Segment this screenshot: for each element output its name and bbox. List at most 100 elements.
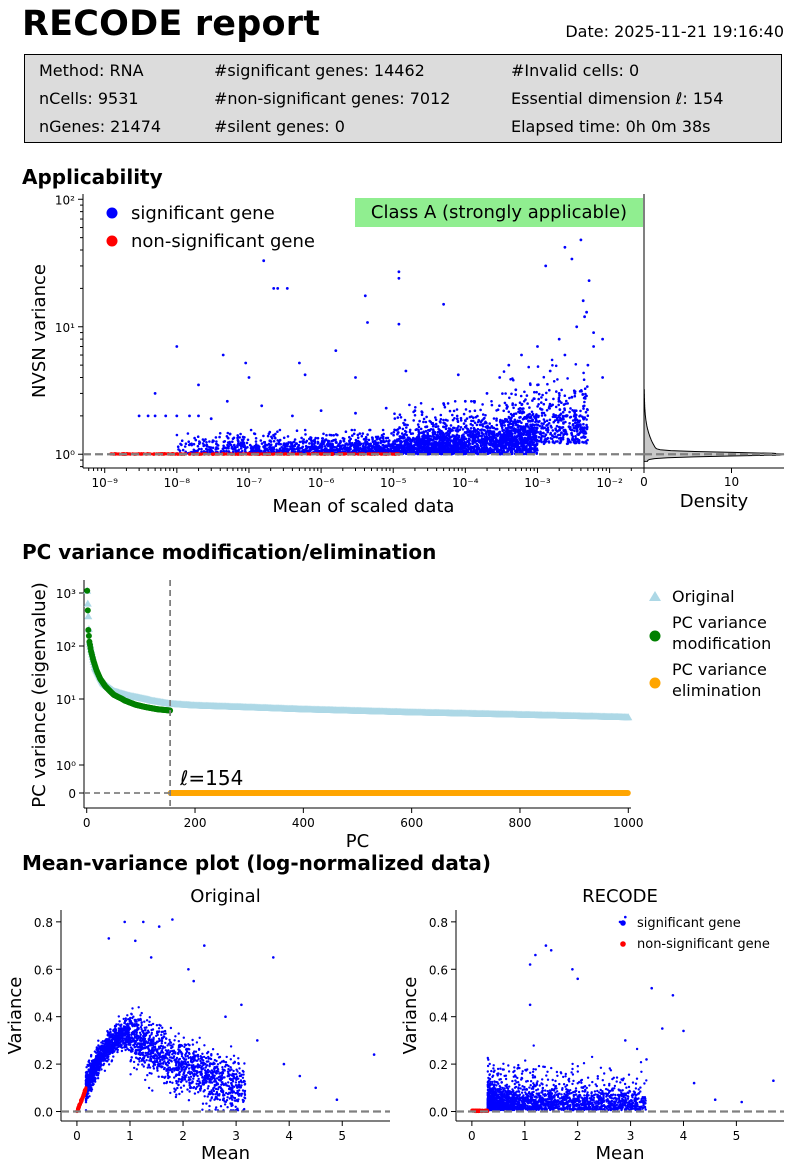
significant-gene-point — [481, 403, 484, 406]
significant-gene-point — [546, 382, 549, 386]
significant-gene-point — [492, 426, 496, 430]
significant-gene-point — [366, 321, 369, 324]
significant-gene-point — [361, 445, 365, 448]
significant-gene-point — [587, 279, 591, 282]
significant-gene-point — [582, 407, 585, 410]
significant-gene-point — [211, 440, 214, 444]
pc-modification-point — [85, 627, 92, 633]
significant-gene-point — [542, 422, 545, 426]
significant-gene-point — [399, 416, 403, 419]
significant-gene-point — [465, 444, 469, 448]
significant-gene-point — [522, 446, 525, 450]
significant-gene-point — [434, 422, 438, 426]
significant-gene-point — [520, 442, 524, 445]
significant-gene-point — [296, 447, 300, 451]
significant-gene-point — [540, 414, 544, 417]
significant-gene-point — [196, 444, 200, 448]
summary-silent-genes: #silent genes: 0 — [214, 117, 345, 136]
significant-gene-point — [568, 410, 571, 414]
significant-gene-point — [200, 450, 203, 454]
significant-gene-point — [572, 426, 576, 430]
significant-gene-point — [447, 449, 450, 453]
significant-gene-point — [425, 415, 428, 419]
significant-gene-point — [393, 417, 397, 420]
significant-gene-point — [505, 437, 508, 441]
significant-gene-point — [391, 449, 395, 453]
significant-gene-point — [485, 446, 489, 450]
significant-gene-point — [296, 449, 300, 453]
significant-gene-point — [412, 447, 416, 451]
significant-gene-point — [519, 394, 523, 398]
significant-gene-point — [326, 439, 330, 443]
significant-gene-point — [205, 444, 209, 448]
significant-gene-point — [583, 400, 586, 404]
significant-gene-point — [523, 415, 526, 419]
significant-gene-point — [473, 421, 477, 425]
significant-gene-point — [490, 403, 494, 407]
pc-y-tick-label: 10³ — [56, 587, 76, 601]
significant-gene-point — [468, 410, 472, 413]
significant-gene-point — [310, 441, 314, 445]
significant-gene-point — [218, 435, 221, 439]
summary-invalid-cells: #Invalid cells: 0 — [511, 61, 640, 80]
significant-gene-point — [514, 393, 517, 396]
significant-gene-point — [274, 436, 277, 440]
significant-gene-point — [383, 440, 386, 444]
significant-gene-point — [585, 425, 589, 429]
class-badge-label: Class A (strongly applicable) — [371, 202, 627, 223]
applicability-x-tick-label: 10⁻⁴ — [452, 476, 479, 490]
significant-gene-point — [275, 448, 278, 452]
significant-gene-point — [370, 436, 374, 439]
report-date: Date: 2025-11-21 19:16:40 — [565, 22, 784, 41]
significant-gene-point — [366, 442, 369, 446]
significant-gene-point — [562, 433, 565, 437]
significant-gene-point — [252, 446, 256, 450]
significant-gene-point — [479, 408, 482, 412]
significant-gene-point — [510, 434, 513, 438]
significant-gene-point — [197, 383, 200, 387]
significant-gene-point — [443, 449, 447, 453]
significant-gene-point — [578, 419, 582, 423]
significant-gene-point — [387, 442, 390, 445]
significant-gene-point — [529, 429, 532, 432]
significant-gene-point — [521, 411, 524, 415]
significant-gene-point — [485, 421, 488, 425]
significant-gene-point — [262, 434, 265, 438]
significant-gene-point — [472, 419, 475, 423]
significant-gene-point — [502, 446, 505, 449]
significant-gene-point — [210, 450, 214, 453]
significant-gene-point — [586, 438, 589, 442]
significant-gene-point — [514, 403, 517, 407]
significant-gene-point — [431, 446, 434, 450]
significant-gene-point — [523, 390, 526, 394]
section-applicability: Applicability — [22, 165, 163, 189]
significant-gene-point — [575, 418, 579, 422]
significant-gene-point — [436, 433, 439, 437]
significant-gene-point — [305, 449, 309, 453]
significant-gene-point — [448, 409, 452, 413]
significant-gene-point — [313, 445, 317, 448]
significant-gene-point — [567, 425, 571, 428]
significant-gene-point — [536, 426, 539, 430]
significant-gene-point — [512, 406, 515, 410]
applicability-x-tick-label: 10⁻⁶ — [308, 476, 335, 490]
significant-gene-point — [444, 443, 448, 446]
significant-gene-point — [484, 414, 487, 417]
significant-gene-point — [434, 446, 438, 450]
significant-gene-point — [398, 413, 402, 417]
significant-gene-point — [531, 436, 534, 439]
significant-gene-point — [239, 441, 243, 444]
significant-gene-point — [465, 449, 469, 453]
significant-gene-point — [458, 450, 461, 454]
significant-gene-point — [380, 434, 384, 437]
significant-gene-point — [531, 443, 535, 447]
significant-gene-point — [365, 438, 368, 441]
significant-gene-point — [267, 432, 271, 436]
significant-gene-point — [554, 364, 558, 368]
significant-gene-point — [384, 444, 388, 448]
significant-gene-point — [304, 444, 308, 448]
significant-gene-point — [363, 294, 367, 298]
significant-gene-point — [440, 452, 444, 455]
significant-gene-point — [565, 399, 568, 403]
significant-gene-point — [555, 424, 559, 428]
